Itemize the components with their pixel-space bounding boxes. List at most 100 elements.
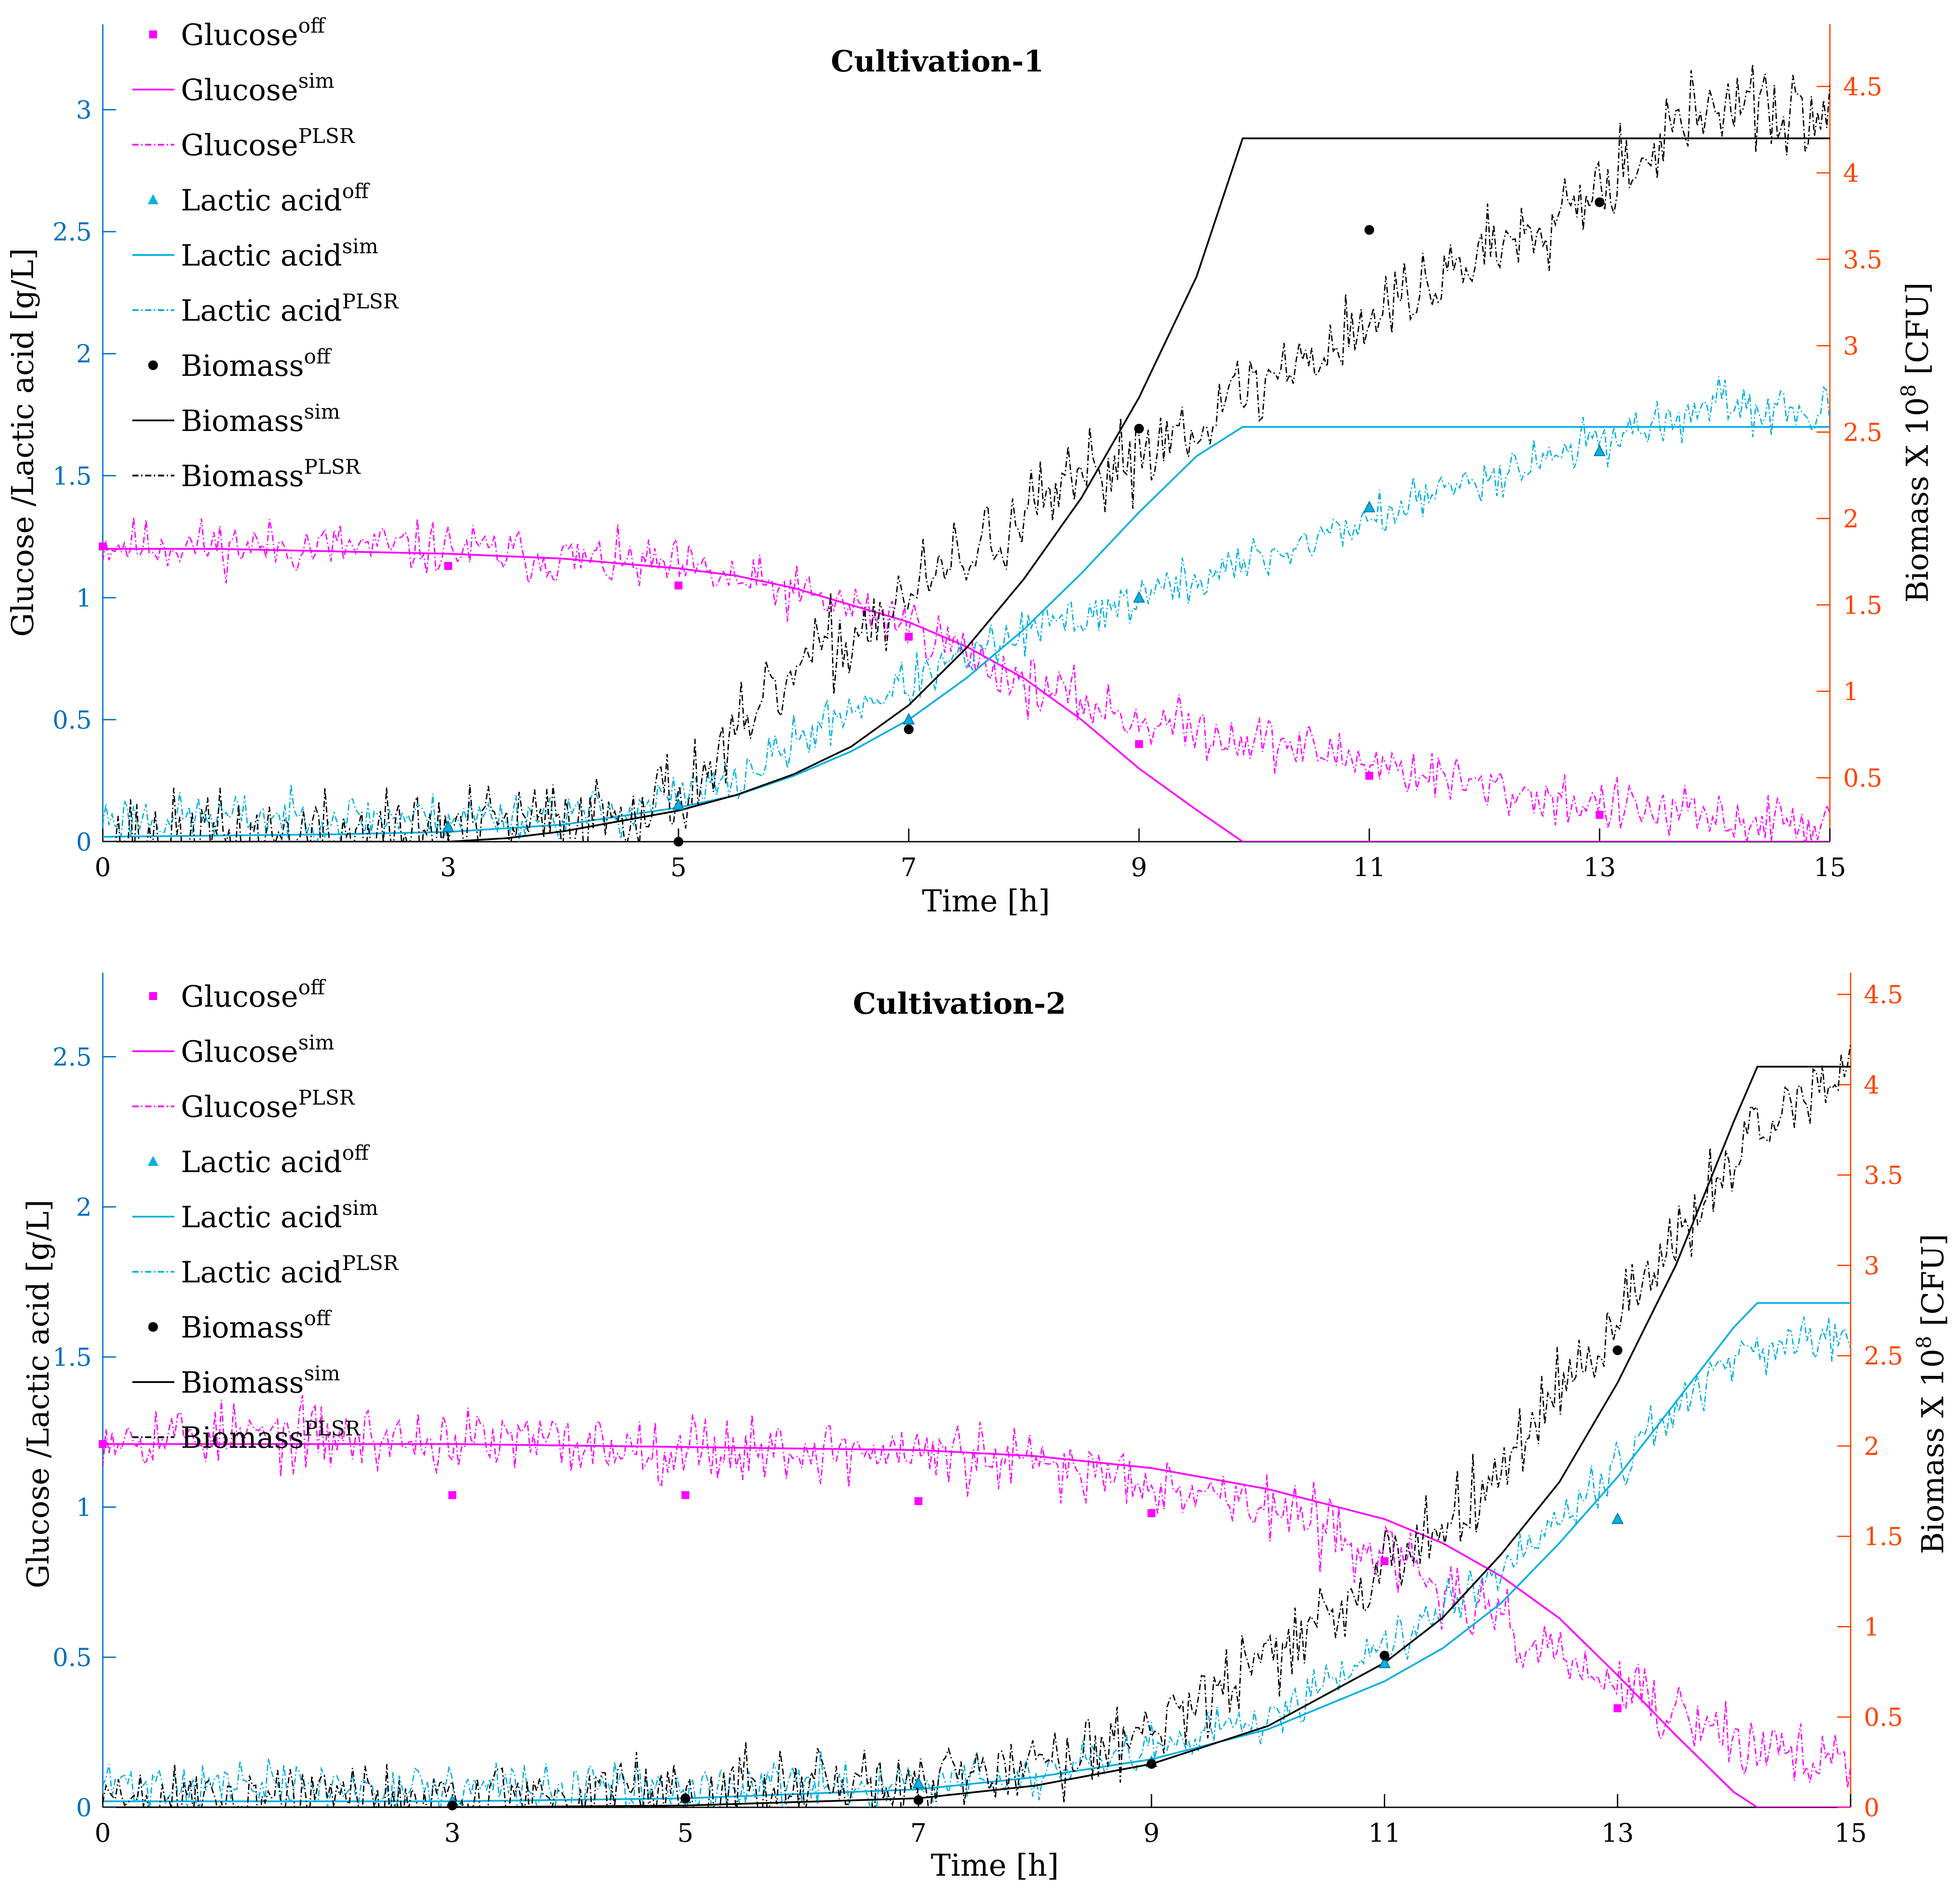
legend-label-sup: PLSR <box>304 455 361 479</box>
y-right-tick-label: 3.5 <box>1843 246 1882 274</box>
x-tick-label: 7 <box>901 852 917 882</box>
legend-label: BiomassPLSR <box>181 455 361 493</box>
chart-title: Cultivation-1 <box>831 44 1044 79</box>
series-glucose-sim-line <box>103 1443 1851 1807</box>
legend-label-base: Lactic acid <box>181 184 342 217</box>
series-biomass-sim-line <box>103 137 1830 842</box>
y-left-tick-label: 1.5 <box>52 1343 92 1372</box>
y-right-tick-label: 1.5 <box>1843 591 1882 620</box>
legend-label: GlucosePLSR <box>181 1086 355 1124</box>
legend-marker-square <box>149 992 157 1000</box>
legend-marker-triangle <box>148 194 158 204</box>
x-tick-label: 3 <box>444 1818 461 1848</box>
legend-label: Lactic acidoff <box>181 1141 370 1179</box>
x-tick-label: 15 <box>1814 852 1846 882</box>
y-right-tick-label: 2.5 <box>1864 1342 1903 1371</box>
legend-item: Lactic acidoff <box>148 179 370 217</box>
legend-label-sup: PLSR <box>298 124 355 148</box>
legend-label-sup: sim <box>298 1030 334 1054</box>
panel-cultivation-2: Cultivation-2 Time [h] Glucose /Lactic a… <box>21 973 1951 1883</box>
y-left-tick-label: 2 <box>76 340 92 369</box>
x-tick-label: 11 <box>1353 852 1386 882</box>
legend-label: Lactic acidsim <box>181 234 378 273</box>
series-lactic-acid-off-point <box>672 798 685 810</box>
series-glucose-off-point <box>1135 740 1143 748</box>
legend-label-sup: PLSR <box>298 1086 355 1109</box>
series-glucose-off-point <box>1365 772 1373 780</box>
x-tick-label: 9 <box>1143 1818 1160 1848</box>
series-biomass-off-point <box>1595 197 1604 207</box>
y-left-tick-label: 1.5 <box>52 462 92 491</box>
legend-label-sup: sim <box>342 234 378 258</box>
series-biomass-sim-line <box>103 1066 1851 1807</box>
y-right-tick-label: 1 <box>1864 1613 1880 1641</box>
legend-label: BiomassPLSR <box>181 1416 361 1455</box>
y-right-tick-label: 3 <box>1843 332 1859 361</box>
y-left-tick-label: 3 <box>76 96 92 125</box>
legend-label-sup: PLSR <box>342 289 399 313</box>
y-left-tick-label: 1 <box>76 584 92 613</box>
series-glucose-off-point <box>675 581 682 590</box>
series-biomass-off-point <box>680 1793 690 1803</box>
series-lactic-acid-sim-line <box>103 1302 1851 1802</box>
y-right-tick-label: 0.5 <box>1843 764 1882 793</box>
legend-item: GlucosePLSR <box>132 124 355 162</box>
legend-label-sup: sim <box>304 1361 340 1385</box>
series-glucose-off-point <box>99 1440 107 1448</box>
legend-item: Biomassoff <box>148 1306 332 1345</box>
series-lactic-acid-off-point <box>903 713 915 725</box>
legend-marker-square <box>149 30 157 38</box>
legend-label-sup: off <box>304 1306 332 1330</box>
legend-label: Biomassoff <box>181 345 332 383</box>
legend-label-base: Glucose <box>181 980 298 1014</box>
y-axis-right-label: Biomass X 108 [CFU] <box>1896 282 1935 603</box>
x-axis-label: Time [h] <box>931 1848 1059 1883</box>
series-biomass-off-point <box>904 724 914 734</box>
series-biomass-off-point <box>1379 1651 1390 1660</box>
legend-item: Biomasssim <box>132 400 340 438</box>
y-right-tick-label: 0.5 <box>1864 1703 1903 1732</box>
legend-item: Lactic acidoff <box>148 1141 370 1179</box>
series-biomass-plsr-line <box>115 64 1830 842</box>
series-glucose-off-point <box>1596 811 1604 819</box>
legend-label: Glucoseoff <box>181 14 326 52</box>
legend-label: GlucosePLSR <box>181 124 355 162</box>
y-right-tick-label: 3 <box>1864 1252 1880 1280</box>
legend-label-sup: off <box>298 975 326 999</box>
legend-label: Glucoseoff <box>181 975 326 1014</box>
legend-label-sup: sim <box>304 400 340 423</box>
series-glucose-off-point <box>681 1491 690 1499</box>
y-axis-right-label-exponent: 8 <box>1896 384 1920 397</box>
series-lactic-acid-sim-line <box>103 426 1830 838</box>
legend-label: Glucosesim <box>181 1030 334 1069</box>
legend-label: Glucosesim <box>181 69 334 107</box>
y-axis-right-label: Biomass X 108 [CFU] <box>1912 1234 1951 1554</box>
series-glucose-off-point <box>1380 1557 1389 1565</box>
legend-item: Lactic acidsim <box>132 1196 378 1234</box>
legend-label: Lactic acidPLSR <box>181 289 399 328</box>
y-left-tick-label: 0.5 <box>52 706 92 734</box>
x-tick-label: 3 <box>440 852 457 882</box>
legend-item: Biomassoff <box>148 345 332 383</box>
series-glucose-off-point <box>99 542 107 551</box>
x-tick-label: 9 <box>1131 852 1147 882</box>
series-lactic-acid-off-point <box>1593 444 1606 456</box>
x-tick-label: 0 <box>95 1818 111 1848</box>
y-left-tick-label: 0 <box>76 828 92 857</box>
legend-label-base: Glucose <box>181 1090 298 1124</box>
y-right-tick-label: 4 <box>1843 159 1859 188</box>
legend-label: Lactic acidsim <box>181 1196 378 1234</box>
y-axis-right-label-unit: [CFU] <box>1900 282 1935 384</box>
y-axis-right-label-unit: [CFU] <box>1916 1234 1951 1336</box>
y-right-tick-label: 2 <box>1864 1432 1880 1461</box>
x-axis-label: Time [h] <box>922 884 1050 919</box>
legend-label-base: Lactic acid <box>181 1145 342 1179</box>
y-axis-right-label-text: Biomass X 10 <box>1900 397 1935 603</box>
legend-item: GlucosePLSR <box>132 1086 355 1124</box>
y-left-tick-label: 2 <box>76 1193 92 1222</box>
series-glucose-plsr-line <box>103 1395 1851 1788</box>
legend-label-sup: sim <box>342 1196 378 1220</box>
legend-label-sup: PLSR <box>304 1416 361 1440</box>
